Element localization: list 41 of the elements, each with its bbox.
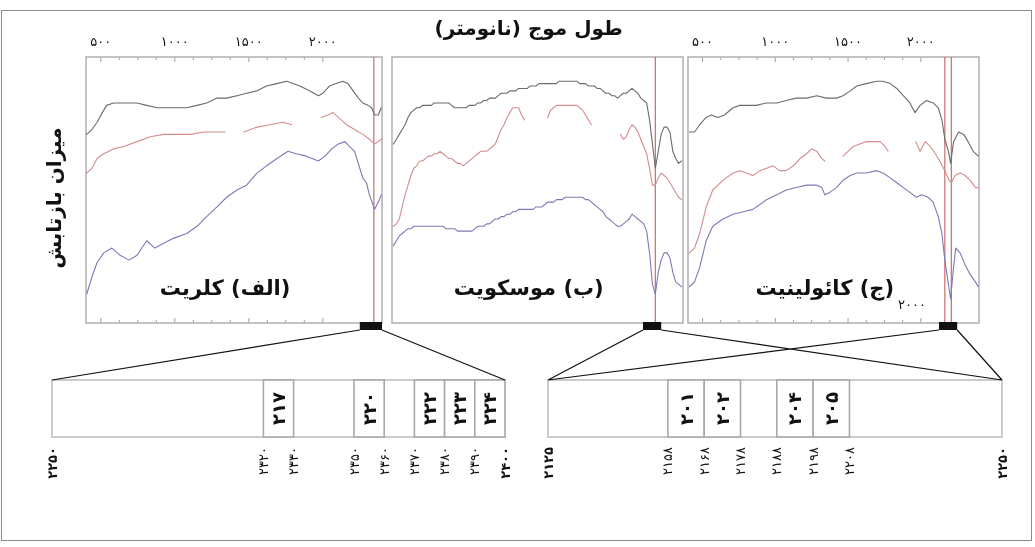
x-tick-label: ۲۳۶۰ [376, 447, 392, 475]
series-label: ۲۲۳ [449, 392, 471, 425]
x-tick-label: ۲۳۲۰ [255, 447, 271, 475]
y-axis-title: میزان بازتابش [42, 127, 66, 269]
x-tick-label: ۲۳۳۰ [286, 447, 302, 475]
x-tick-label: ۵۰۰ [90, 34, 112, 49]
series-label: ۲۰۵ [820, 392, 842, 425]
series-label: ۲۲۲ [419, 392, 440, 425]
series-label: ۲۲۴ [479, 392, 501, 425]
series-label: ۲۱۷ [268, 392, 289, 425]
x-tick-label: ۲۲۵۰ [994, 447, 1010, 479]
x-tick-label: ۲۲۵۰ [44, 447, 60, 479]
annotation: ۲۰۰۰ [898, 296, 927, 312]
x-tick-label: ۲۳۷۰ [406, 447, 422, 475]
x-tick-label: ۲۱۷۸ [733, 446, 748, 475]
x-tick-label: ۲۴۰۰ [497, 447, 513, 479]
x-tick-label: ۲۱۲۵ [540, 446, 556, 479]
series-label: ۲۰۲ [711, 392, 733, 425]
text: (ب) موسکویت [453, 276, 604, 301]
x-tick-label: ۱۵۰۰ [834, 34, 863, 49]
x-tick-label: ۵۰۰ [692, 34, 714, 49]
x-tick-label: ۲۱۸۸ [769, 446, 785, 475]
x-tick-label: ۲۰۰۰ [308, 34, 337, 49]
series-label: ۲۰۴ [784, 392, 806, 425]
x-tick-label: ۲۱۹۸ [805, 446, 821, 475]
bar [353, 379, 385, 438]
series-label: ۲۲۰ [358, 392, 380, 425]
x-tick-label: ۲۰۰۰ [906, 34, 935, 49]
text: (الف) کلریت [159, 276, 291, 301]
x-tick-label: ۲۳۸۰ [437, 447, 453, 475]
x-tick-label: ۲۳۹۰ [467, 447, 483, 475]
x-tick-label: ۲۱۵۸ [660, 446, 676, 475]
series-label: ۲۰۱ [675, 392, 697, 425]
x-tick-label: ۲۳۵۰ [346, 447, 362, 475]
x-tick-label: ۲۱۶۸ [696, 446, 712, 475]
x-tick-label: ۱۵۰۰ [234, 34, 263, 49]
x-tick-label: ۱۰۰۰ [761, 34, 790, 49]
x-tick-label: ۲۲۰۸ [841, 446, 857, 475]
x-tick-label: ۱۰۰۰ [160, 34, 189, 49]
text: (ج) کائولینیت [755, 276, 895, 302]
x-axis-title: طول موج (نانومتر) [434, 16, 623, 40]
